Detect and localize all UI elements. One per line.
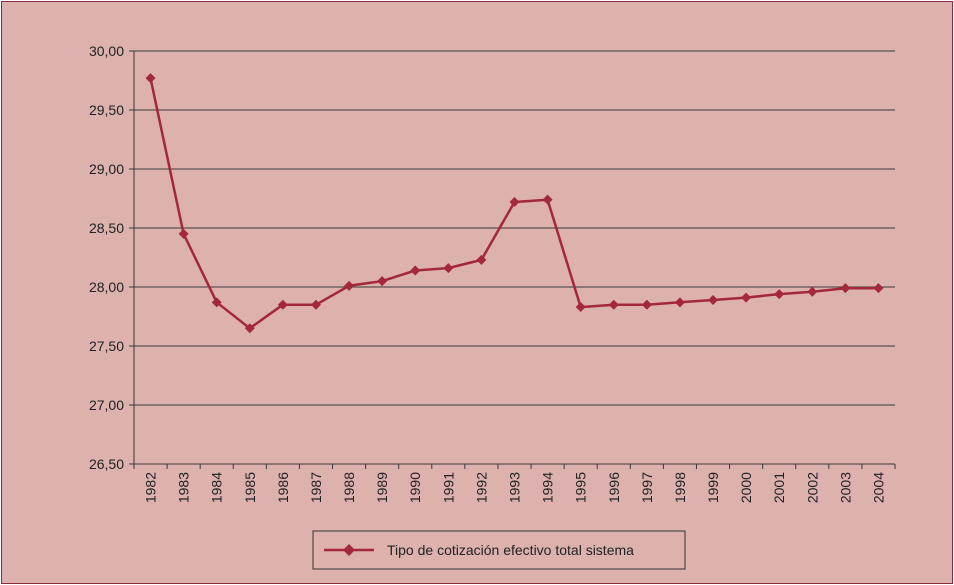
y-tick-label: 28,00	[89, 279, 124, 295]
y-axis-tick-labels: 26,50 27,00 27,50 28,00 28,50 29,00 29,50 30,00	[89, 43, 124, 472]
data-point-marker	[410, 265, 421, 276]
data-point-marker	[211, 297, 222, 308]
x-tick-label: 1993	[507, 472, 523, 503]
data-point-marker	[277, 299, 288, 310]
data-point-marker	[377, 276, 388, 287]
data-point-marker	[873, 283, 884, 294]
data-point-marker	[741, 292, 752, 303]
data-point-marker	[608, 299, 619, 310]
grid-lines	[134, 50, 895, 465]
data-point-marker	[509, 197, 520, 208]
y-tick-label: 29,50	[89, 102, 124, 118]
legend-box	[312, 530, 686, 570]
data-point-marker	[641, 299, 652, 310]
y-tick-label: 27,50	[89, 338, 124, 354]
x-tick-label: 2004	[870, 472, 886, 503]
x-tick-label: 1989	[374, 472, 390, 503]
x-tick-label: 2003	[837, 472, 853, 503]
legend: Tipo de cotización efectivo total sistem…	[312, 530, 686, 570]
x-tick-label: 1985	[242, 472, 258, 503]
x-tick-label: 1990	[407, 472, 423, 503]
legend-label: Tipo de cotización efectivo total sistem…	[387, 542, 634, 558]
x-tick-label: 1995	[573, 472, 589, 503]
x-tick-label: 1992	[473, 472, 489, 503]
x-axis-tick-labels: 1982 1983 1984 1985 1986 1987 1988 1989 1990 1991…	[143, 472, 887, 503]
x-tick-label: 1998	[672, 472, 688, 503]
x-tick-label: 1987	[308, 472, 324, 503]
data-point-marker	[344, 280, 355, 291]
data-point-marker	[774, 289, 785, 300]
legend-marker-swatch	[343, 544, 355, 556]
x-tick-label: 2001	[771, 472, 787, 503]
data-point-marker	[476, 254, 487, 265]
x-tick-label: 2000	[738, 472, 754, 503]
x-tick-label: 1982	[143, 472, 159, 503]
data-point-marker	[145, 73, 156, 84]
data-point-marker	[310, 299, 321, 310]
x-tick-label: 1991	[440, 472, 456, 503]
x-tick-label: 1996	[606, 472, 622, 503]
y-tick-label: 26,50	[89, 456, 124, 472]
x-tick-label: 2002	[804, 472, 820, 503]
x-tick-label: 1986	[275, 472, 291, 503]
x-tick-label: 1994	[540, 472, 556, 503]
y-tick-label: 29,00	[89, 161, 124, 177]
data-series	[145, 73, 884, 334]
y-tick-label: 30,00	[89, 43, 124, 59]
x-tick-label: 1983	[176, 472, 192, 503]
data-point-marker	[178, 228, 189, 239]
x-tick-label: 1997	[639, 472, 655, 503]
y-tick-label: 28,50	[89, 220, 124, 236]
data-point-marker	[708, 294, 719, 305]
data-point-marker	[542, 194, 553, 205]
data-point-marker	[575, 302, 586, 313]
data-point-marker	[674, 297, 685, 308]
data-point-marker	[443, 263, 454, 274]
y-tick-label: 27,00	[89, 397, 124, 413]
x-tick-label: 1999	[705, 472, 721, 503]
data-point-marker	[244, 323, 255, 334]
data-point-marker	[807, 286, 818, 297]
data-point-marker	[840, 283, 851, 294]
axes	[129, 50, 896, 469]
x-tick-label: 1984	[209, 472, 225, 503]
x-tick-label: 1988	[341, 472, 357, 503]
